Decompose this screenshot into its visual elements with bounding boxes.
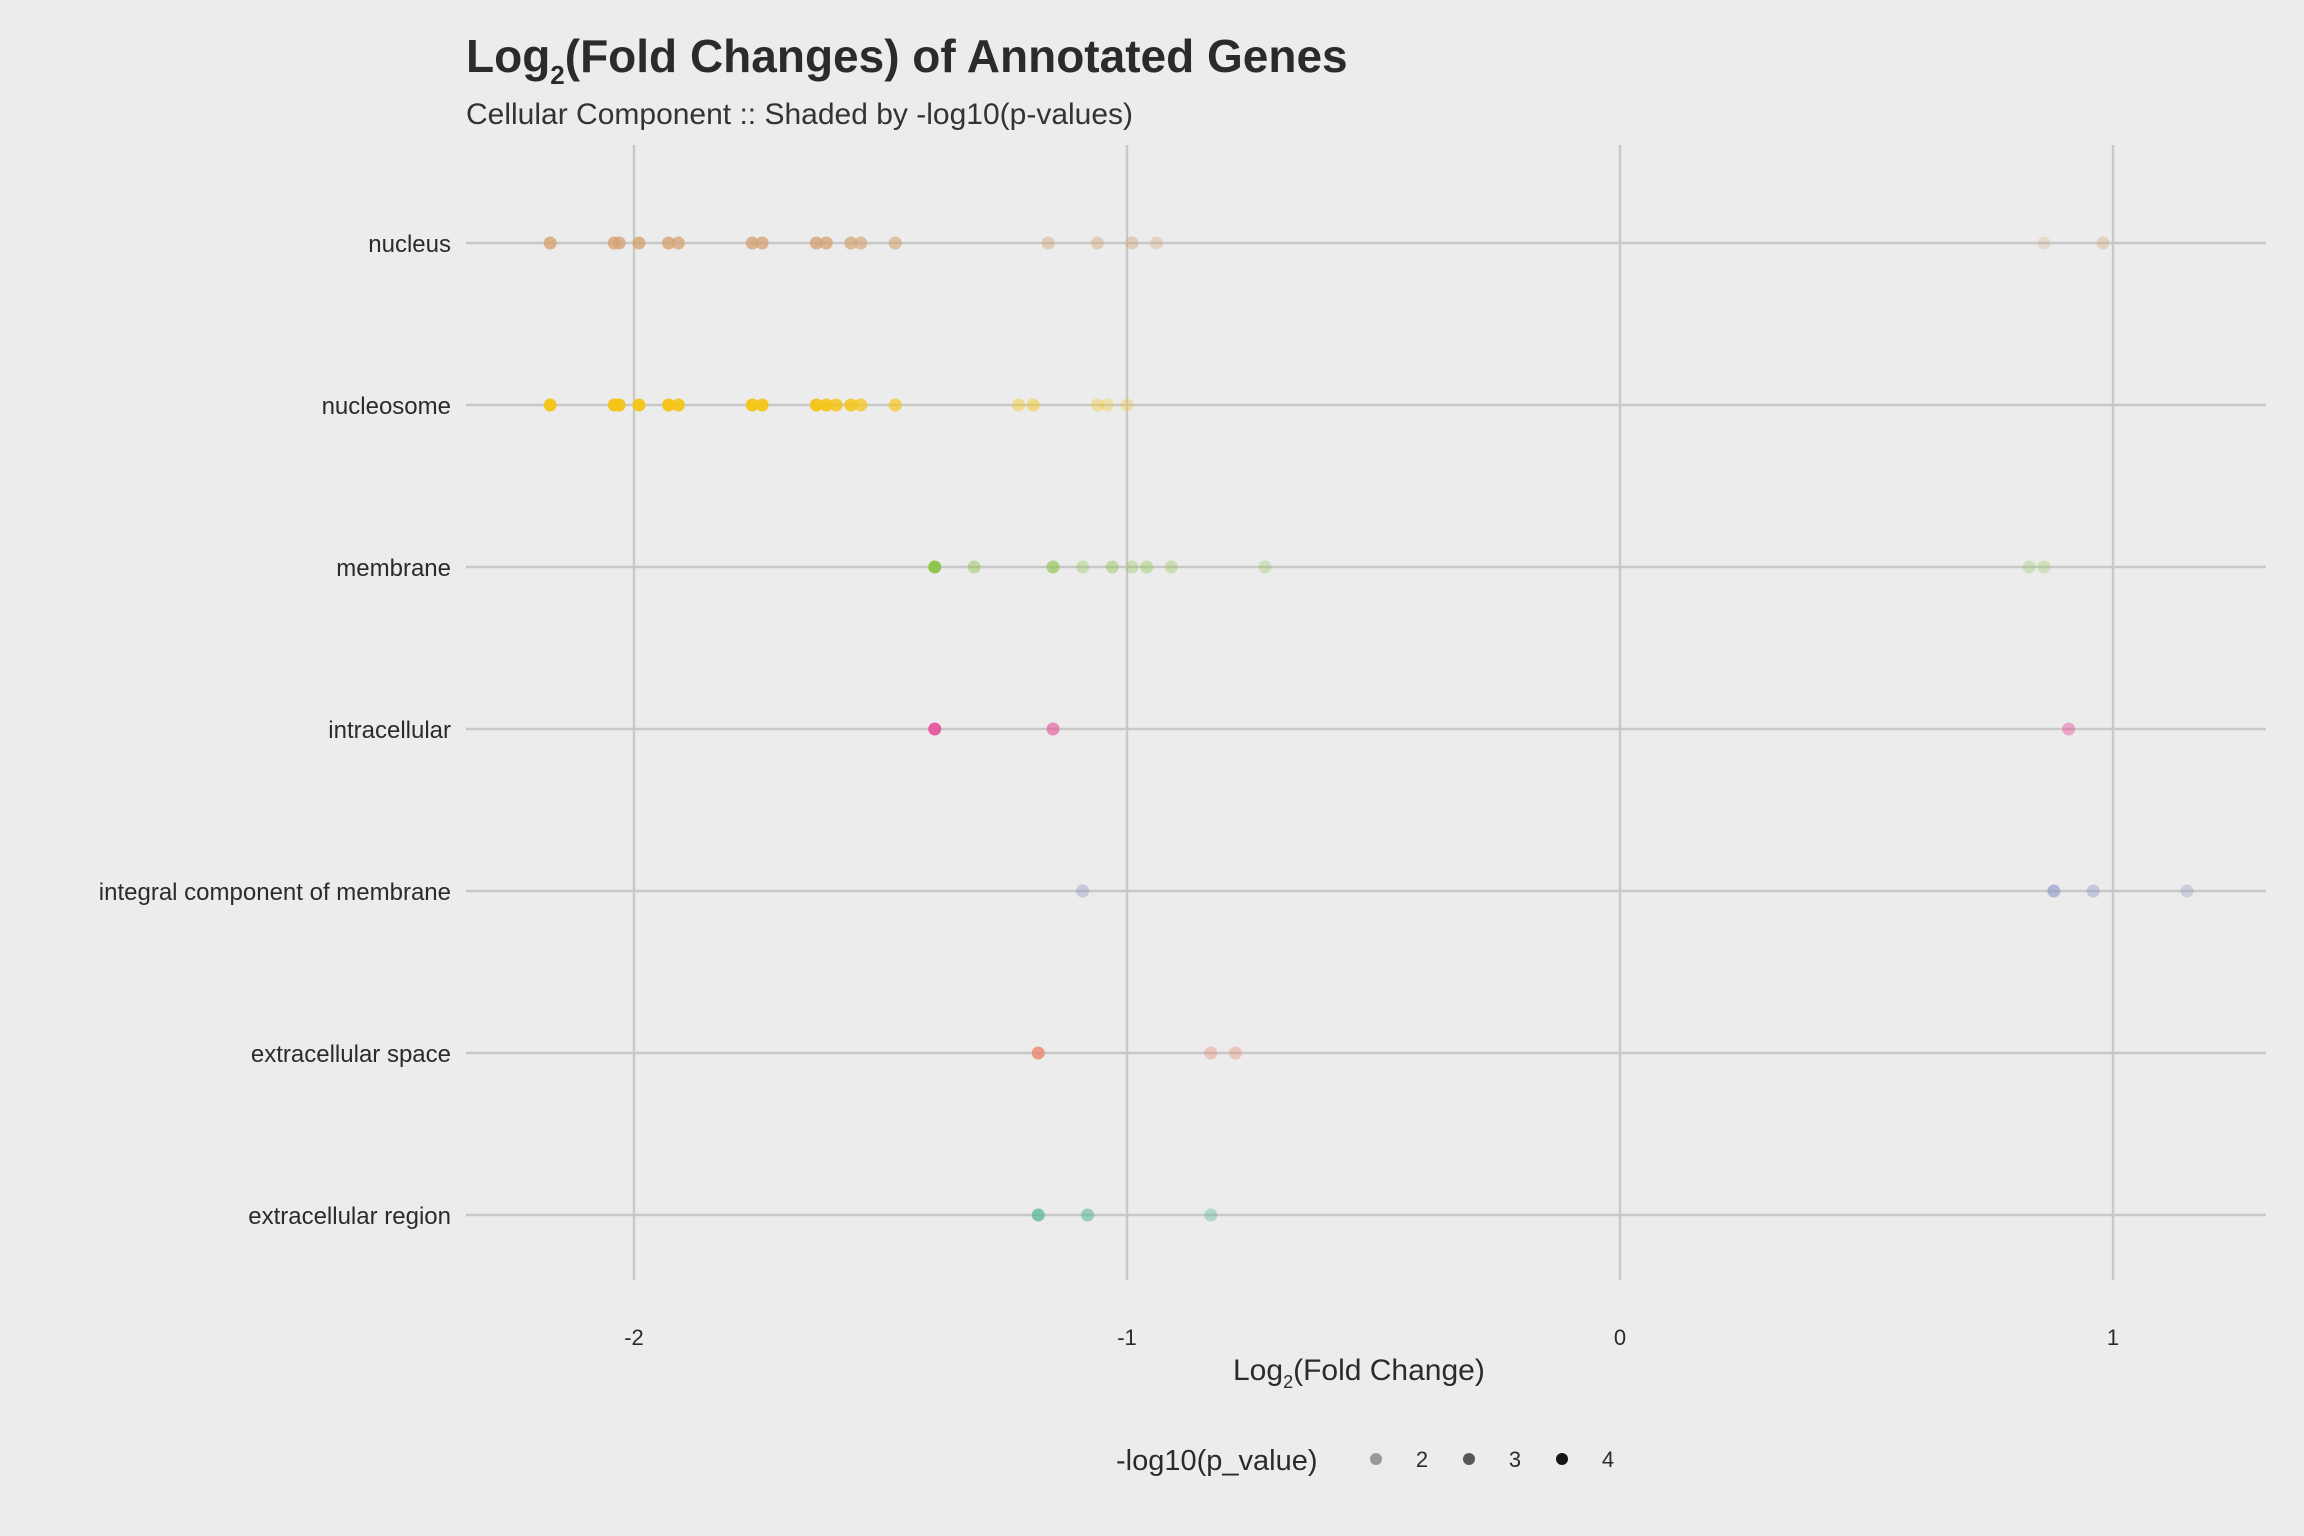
legend-key [1556, 1453, 1568, 1465]
x-axis-tick-labels: -2 -1 0 1 [624, 1325, 2119, 1350]
data-point [1140, 560, 1154, 574]
chart-subtitle: Cellular Component :: Shaded by -log10(p… [466, 98, 1133, 131]
data-point [2180, 884, 2194, 898]
data-point [844, 236, 858, 250]
data-point [1046, 722, 1060, 736]
data-point [662, 236, 676, 250]
data-point [854, 236, 868, 250]
data-point [1105, 560, 1119, 574]
data-point [1031, 1046, 1045, 1060]
data-point [1228, 1046, 1242, 1060]
data-point [2022, 560, 2036, 574]
data-point [854, 398, 868, 412]
data-point [671, 398, 685, 412]
y-tick-label: nucleus [368, 231, 451, 258]
y-tick-label: extracellular space [251, 1041, 451, 1068]
data-point [2037, 236, 2051, 250]
data-point [2062, 722, 2076, 736]
y-tick-label: nucleosome [322, 393, 451, 420]
data-point [1081, 1208, 1095, 1222]
data-point [1204, 1208, 1218, 1222]
y-axis-tick-labels: nucleus nucleosome membrane intracellular in… [99, 231, 451, 1230]
data-point [2047, 884, 2061, 898]
legend-label: 4 [1602, 1447, 1614, 1472]
data-point [1041, 236, 1055, 250]
data-point [1090, 398, 1104, 412]
y-tick-label: membrane [336, 555, 451, 582]
data-point [632, 236, 646, 250]
data-point [888, 236, 902, 250]
data-point [928, 560, 942, 574]
data-point [662, 398, 676, 412]
data-point [671, 236, 685, 250]
data-point [809, 236, 823, 250]
data-point [819, 398, 833, 412]
data-point [1164, 560, 1178, 574]
data-point [809, 398, 823, 412]
x-axis-label: Log2(Fold Change) [1233, 1354, 1485, 1392]
x-tick-label: 0 [1614, 1325, 1626, 1350]
data-point [819, 236, 833, 250]
data-point [844, 398, 858, 412]
data-point [1076, 884, 1090, 898]
y-tick-label: integral component of membrane [99, 879, 451, 906]
legend-label: 2 [1416, 1447, 1428, 1472]
data-point [888, 398, 902, 412]
chart-title-subscript: 2 [550, 60, 564, 90]
y-tick-label: extracellular region [248, 1203, 451, 1230]
data-point [1120, 398, 1134, 412]
data-point [967, 560, 981, 574]
data-point [543, 398, 557, 412]
data-point [1125, 236, 1139, 250]
data-point [543, 236, 557, 250]
x-tick-label: -2 [624, 1325, 644, 1350]
legend-key [1370, 1453, 1382, 1465]
data-point [1046, 560, 1060, 574]
data-point [612, 398, 626, 412]
data-point [745, 236, 759, 250]
data-point [928, 722, 942, 736]
data-point [755, 398, 769, 412]
data-point [755, 236, 769, 250]
data-point [2086, 884, 2100, 898]
x-axis-label-subscript: 2 [1283, 1372, 1293, 1392]
data-point [1204, 1046, 1218, 1060]
data-point [745, 398, 759, 412]
y-tick-label: intracellular [328, 717, 451, 744]
x-tick-label: -1 [1117, 1325, 1137, 1350]
chart-title: Log2(Fold Changes) of Annotated Genes [466, 30, 1348, 90]
data-point [1076, 560, 1090, 574]
legend-title: -log10(p_value) [1116, 1445, 1318, 1477]
data-point [1258, 560, 1272, 574]
data-point [1031, 1208, 1045, 1222]
data-point [2096, 236, 2110, 250]
data-points [543, 236, 2194, 1222]
legend-key [1463, 1453, 1475, 1465]
data-point [829, 398, 843, 412]
data-point [1012, 398, 1026, 412]
legend: -log10(p_value) 2 3 4 [1116, 1445, 1614, 1477]
data-point [1150, 236, 1164, 250]
data-point [632, 398, 646, 412]
data-point [1090, 236, 1104, 250]
data-point [1125, 560, 1139, 574]
data-point [2037, 560, 2051, 574]
data-point [1026, 398, 1040, 412]
legend-label: 3 [1509, 1447, 1521, 1472]
data-point [612, 236, 626, 250]
x-tick-label: 1 [2107, 1325, 2119, 1350]
data-point [1100, 398, 1114, 412]
